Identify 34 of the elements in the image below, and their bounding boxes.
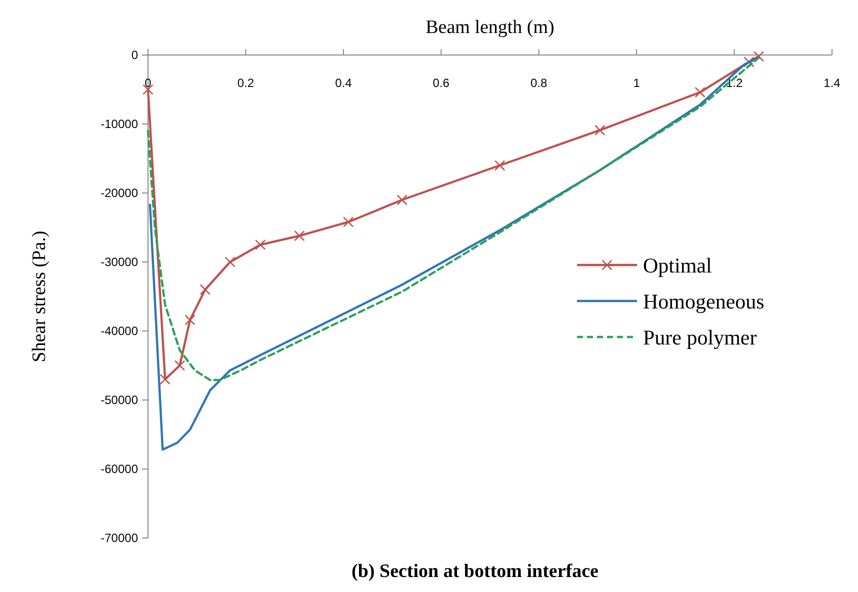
y-tick-label: -20000 bbox=[100, 186, 138, 200]
point bbox=[224, 256, 236, 268]
x-tick-label: 1.4 bbox=[824, 76, 841, 90]
point bbox=[254, 239, 266, 250]
y-tick-label: -50000 bbox=[100, 393, 138, 408]
point bbox=[160, 374, 170, 385]
point bbox=[200, 284, 211, 295]
x-tick-label: 0 bbox=[144, 76, 152, 90]
x-tick-label: 0.4 bbox=[335, 76, 352, 90]
y-tick-label: 0 bbox=[131, 48, 138, 62]
x-tick-label: 0.6 bbox=[432, 76, 450, 90]
legend-label: Pure polymer bbox=[643, 325, 757, 350]
point bbox=[174, 360, 186, 371]
point bbox=[744, 56, 754, 68]
text: (b) Section at bottom interface bbox=[352, 561, 598, 582]
point bbox=[396, 194, 408, 206]
point bbox=[494, 160, 506, 171]
x-tick-label: 1 bbox=[633, 76, 640, 90]
y-tick-label: -30000 bbox=[100, 255, 138, 270]
point bbox=[694, 86, 706, 98]
y-tick-label: -10000 bbox=[100, 117, 138, 132]
point bbox=[342, 216, 354, 228]
y-tick-label: -40000 bbox=[100, 324, 138, 338]
x-axis-title: Beam length (m) bbox=[426, 17, 554, 38]
point bbox=[184, 314, 196, 326]
point bbox=[294, 230, 305, 242]
y-tick-label: -60000 bbox=[100, 462, 138, 476]
x-tick-label: 0.8 bbox=[530, 76, 548, 90]
legend-label: Homogeneous bbox=[643, 289, 764, 314]
point bbox=[594, 124, 606, 136]
legend-label: Optimal bbox=[643, 253, 712, 278]
y-tick-label: -70000 bbox=[100, 531, 138, 546]
x-tick-label: 0.2 bbox=[237, 76, 254, 90]
y-axis-title: Shear stress (Pa.) bbox=[29, 230, 50, 362]
